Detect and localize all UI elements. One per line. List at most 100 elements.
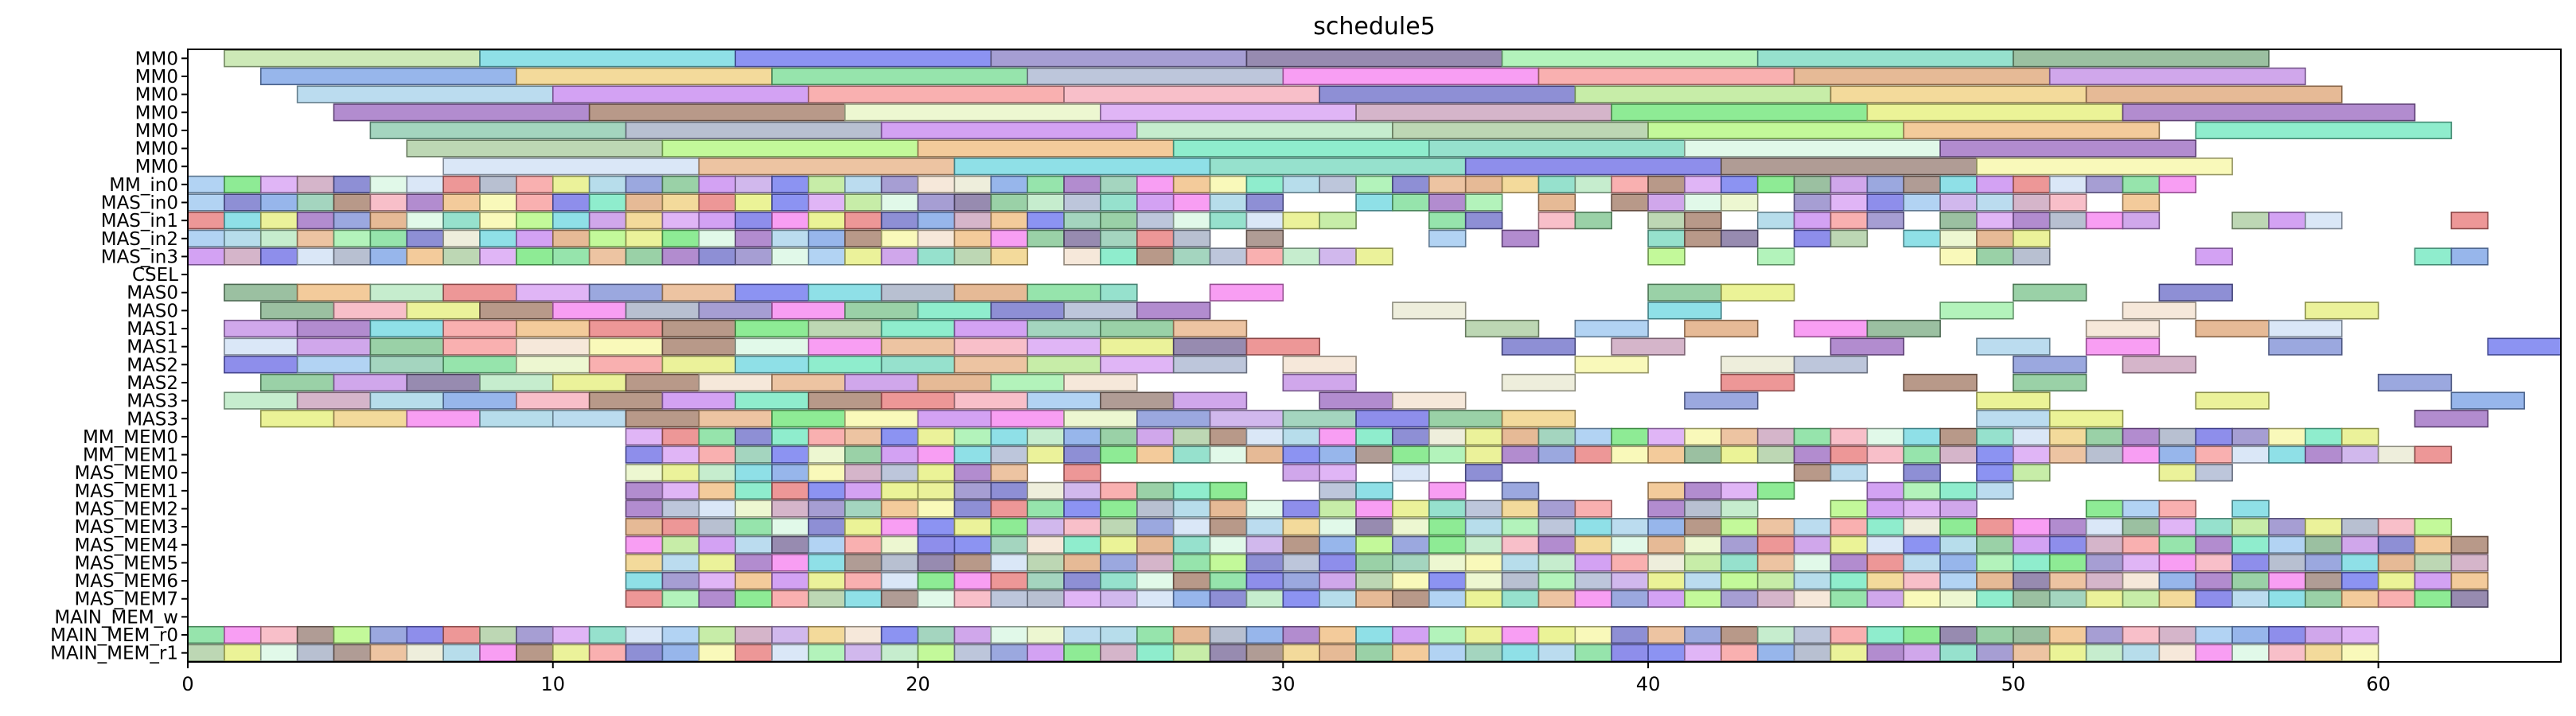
gantt-bar: [2231, 500, 2270, 518]
y-tick-label: MAS1: [127, 337, 178, 358]
bars-layer: [187, 49, 2562, 662]
gantt-bar: [1100, 319, 1175, 338]
gantt-bar: [2340, 590, 2379, 608]
gantt-bar: [2122, 193, 2161, 212]
gantt-bar: [516, 644, 554, 662]
y-tick-label: MAS_in2: [101, 229, 178, 250]
gantt-bar: [625, 571, 664, 590]
gantt-bar: [333, 373, 408, 392]
gantt-bar: [1793, 212, 1832, 230]
gantt-bar: [2158, 446, 2197, 464]
gantt-bar: [844, 464, 883, 482]
gantt-bar: [1172, 625, 1211, 644]
gantt-bar: [224, 229, 262, 247]
gantt-bar: [333, 212, 372, 230]
gantt-bar: [990, 500, 1028, 518]
gantt-bar: [1976, 212, 2014, 230]
gantt-bar: [259, 193, 298, 212]
gantt-bar: [1027, 500, 1065, 518]
gantt-bar: [588, 193, 627, 212]
gantt-bar: [1209, 571, 1248, 590]
gantt-bar: [698, 212, 736, 230]
gantt-bar: [625, 212, 664, 230]
gantt-bar: [1830, 85, 2087, 103]
gantt-bar: [771, 67, 1028, 86]
gantt-bar: [516, 229, 554, 247]
gantt-bar: [661, 446, 700, 464]
gantt-bar: [1756, 535, 1795, 554]
gantt-bar: [1793, 644, 1832, 662]
gantt-bar: [1501, 446, 1540, 464]
gantt-bar: [1574, 500, 1613, 518]
gantt-bar: [1428, 427, 1467, 446]
gantt-bar: [1136, 229, 1175, 247]
gantt-bar: [479, 625, 517, 644]
gantt-bar: [259, 67, 517, 86]
gantt-bar: [661, 571, 700, 590]
gantt-bar: [479, 49, 736, 68]
gantt-bar: [1976, 625, 2014, 644]
gantt-bar: [333, 644, 372, 662]
gantt-bar: [479, 410, 554, 428]
gantt-bar: [953, 554, 992, 572]
gantt-bar: [1245, 193, 1284, 212]
gantt-bar: [2122, 356, 2197, 374]
gantt-bar: [2122, 175, 2161, 193]
gantt-bar: [990, 212, 1028, 230]
gantt-bar: [1027, 554, 1065, 572]
gantt-bar: [406, 644, 444, 662]
gantt-bar: [1939, 302, 2014, 320]
gantt-bar: [698, 446, 736, 464]
gantt-bar: [2122, 625, 2161, 644]
gantt-bar: [1063, 427, 1101, 446]
gantt-bar: [406, 625, 444, 644]
gantt-bar: [1939, 446, 1978, 464]
gantt-bar: [844, 212, 883, 230]
gantt-bar: [1501, 518, 1540, 536]
gantt-bar: [1245, 49, 1503, 68]
gantt-bar: [1063, 410, 1138, 428]
gantt-bar: [1830, 446, 1869, 464]
gantt-bar: [2013, 229, 2051, 247]
gantt-bar: [516, 193, 554, 212]
gantt-bar: [1063, 518, 1101, 536]
gantt-bar: [880, 571, 919, 590]
gantt-bar: [1647, 427, 1686, 446]
gantt-bar: [698, 590, 736, 608]
gantt-bar: [2013, 427, 2051, 446]
gantt-bar: [2158, 644, 2197, 662]
gantt-bar: [1319, 175, 1357, 193]
gantt-bar: [1903, 175, 1941, 193]
gantt-bar: [516, 337, 590, 356]
gantt-bar: [187, 644, 225, 662]
gantt-bar: [1464, 644, 1503, 662]
gantt-bar: [1684, 446, 1722, 464]
gantt-bar: [1063, 481, 1101, 500]
plot-frame: [187, 49, 2562, 663]
gantt-bar: [953, 229, 992, 247]
gantt-bar: [1721, 481, 1759, 500]
gantt-bar: [187, 247, 225, 266]
gantt-bar: [2048, 175, 2087, 193]
gantt-bar: [1903, 427, 1941, 446]
gantt-bar: [224, 644, 262, 662]
gantt-bar: [698, 373, 773, 392]
gantt-bar: [1209, 158, 1467, 176]
gantt-bar: [1537, 175, 1576, 193]
gantt-bar: [625, 481, 664, 500]
gantt-bar: [1282, 644, 1320, 662]
gantt-bar: [1355, 535, 1393, 554]
gantt-bar: [1939, 247, 1978, 266]
gantt-bar: [917, 535, 956, 554]
gantt-bar: [333, 410, 408, 428]
gantt-bar: [1464, 554, 1503, 572]
gantt-bar: [2013, 464, 2051, 482]
gantt-bar: [1830, 571, 1869, 590]
gantt-bar: [2158, 590, 2197, 608]
gantt-bar: [880, 121, 1138, 140]
gantt-bar: [551, 625, 590, 644]
gantt-bar: [1100, 446, 1138, 464]
gantt-bar: [1209, 410, 1284, 428]
gantt-bar: [1537, 590, 1576, 608]
gantt-bar: [1830, 175, 1869, 193]
